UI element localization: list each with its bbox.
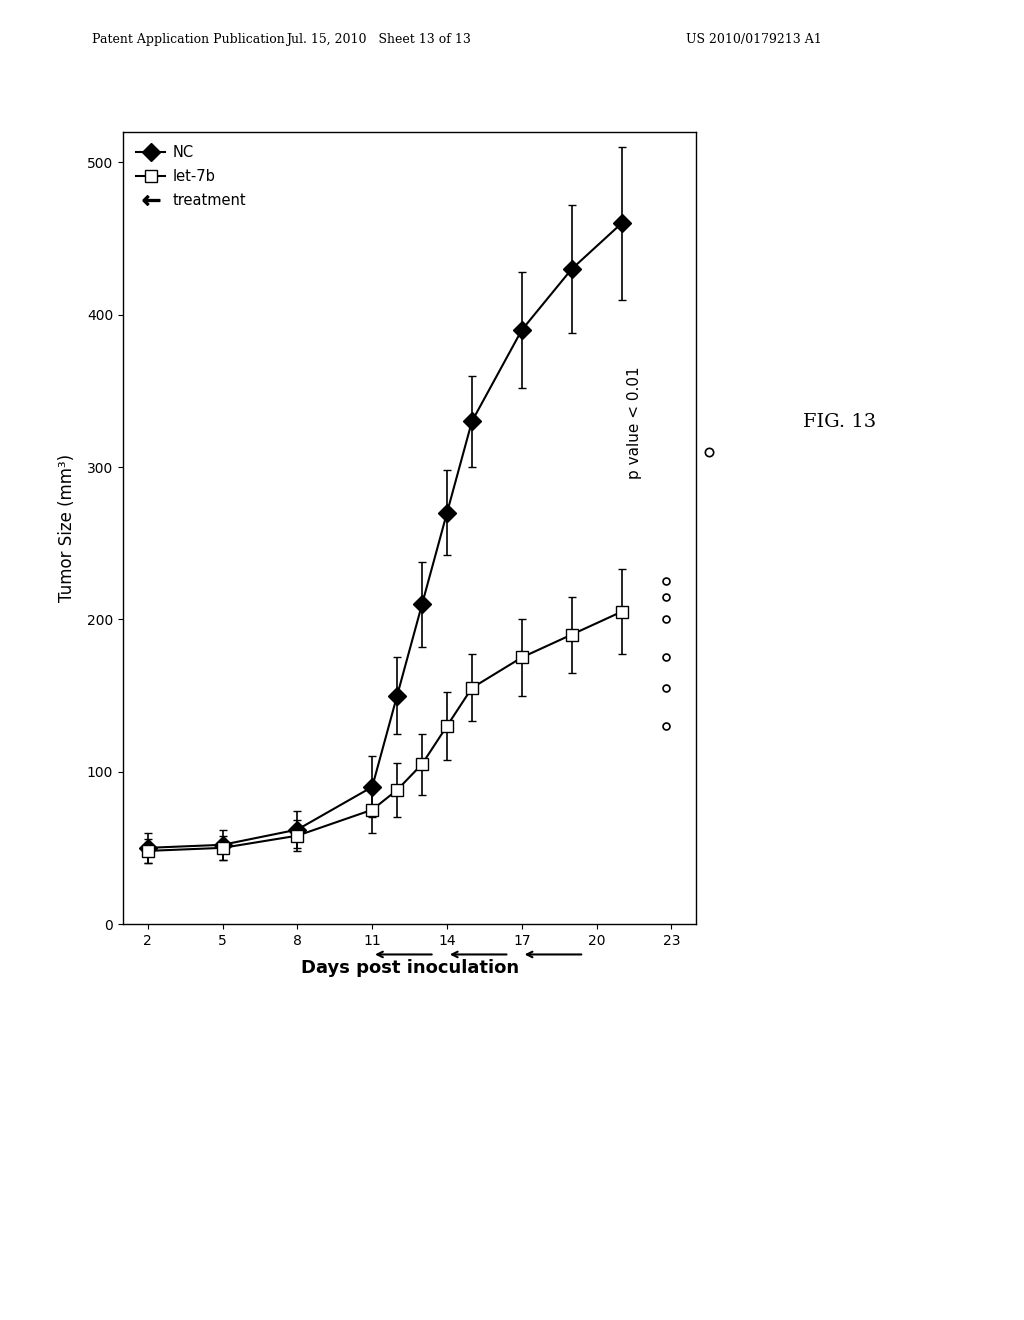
Text: Patent Application Publication: Patent Application Publication	[92, 33, 285, 46]
X-axis label: Days post inoculation: Days post inoculation	[300, 958, 519, 977]
Y-axis label: Tumor Size (mm³): Tumor Size (mm³)	[57, 454, 76, 602]
Text: US 2010/0179213 A1: US 2010/0179213 A1	[686, 33, 822, 46]
Legend: NC, let-7b, treatment: NC, let-7b, treatment	[130, 140, 252, 214]
Text: p value < 0.01: p value < 0.01	[628, 366, 642, 479]
Text: FIG. 13: FIG. 13	[803, 413, 877, 432]
Text: Jul. 15, 2010   Sheet 13 of 13: Jul. 15, 2010 Sheet 13 of 13	[287, 33, 471, 46]
